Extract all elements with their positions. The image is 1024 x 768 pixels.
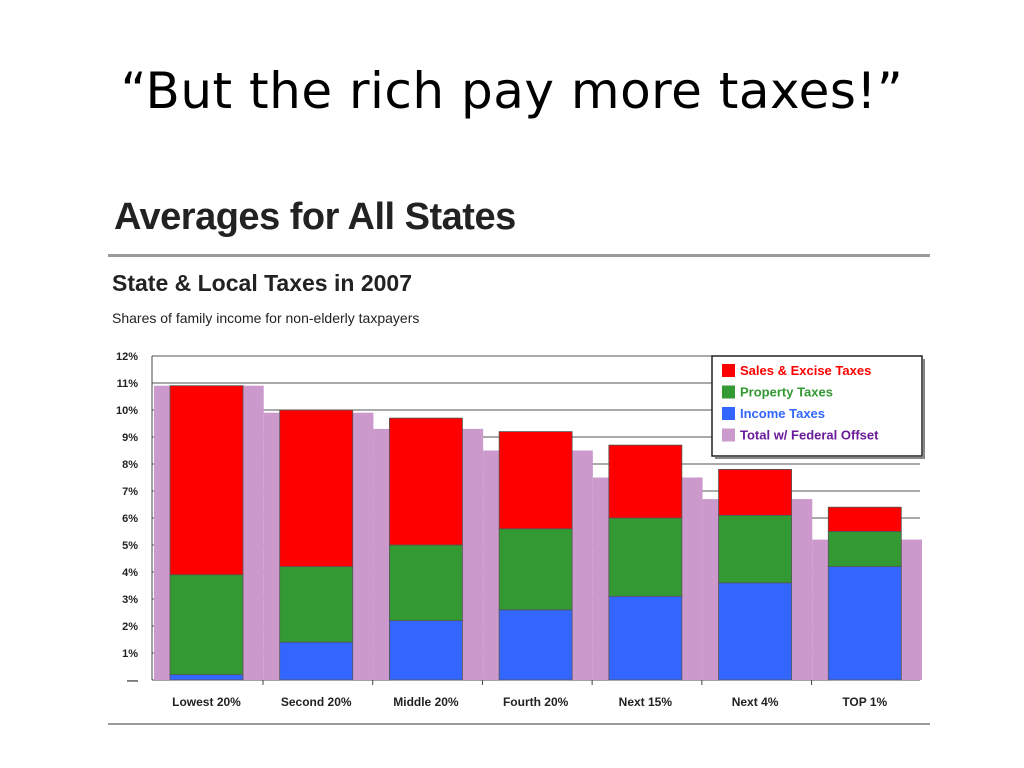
bar-segment xyxy=(169,385,244,576)
x-category-label: TOP 1% xyxy=(842,695,887,709)
chart-figure: Averages for All States State & Local Ta… xyxy=(108,190,930,730)
top-divider xyxy=(108,254,930,257)
y-tick-label: 4% xyxy=(122,567,138,579)
x-category-label: Lowest 20% xyxy=(172,695,241,709)
bar-segment xyxy=(389,544,463,621)
bar-segment xyxy=(718,582,792,681)
legend-label: Income Taxes xyxy=(740,406,825,421)
legend-label: Sales & Excise Taxes xyxy=(740,363,871,378)
bar-segment xyxy=(279,409,354,568)
y-tick-label: 3% xyxy=(122,594,138,606)
legend-label: Property Taxes xyxy=(740,385,833,400)
bar-segment xyxy=(279,566,354,643)
y-tick-label: 7% xyxy=(122,486,138,498)
y-tick-label: 12% xyxy=(116,351,138,363)
bar-segment xyxy=(389,417,463,546)
bar-segment xyxy=(608,444,683,519)
legend-swatch xyxy=(722,428,735,442)
y-tick-label: 11% xyxy=(117,378,139,390)
legend-swatch xyxy=(722,364,735,377)
bar-segment xyxy=(498,431,573,530)
bar-segment xyxy=(718,514,792,584)
x-category-label: Fourth 20% xyxy=(503,695,569,709)
x-category-label: Next 15% xyxy=(619,695,673,709)
y-tick-label: 5% xyxy=(122,540,138,552)
y-tick-label: — xyxy=(127,675,138,687)
y-tick-label: 9% xyxy=(122,432,138,444)
chart-title: State & Local Taxes in 2007 xyxy=(112,270,412,296)
bottom-divider xyxy=(108,723,930,725)
x-category-label: Middle 20% xyxy=(393,695,459,709)
bar-segment xyxy=(827,506,902,532)
bar-segment xyxy=(498,528,573,611)
bar-segment xyxy=(389,620,463,681)
bar-segment xyxy=(608,517,683,597)
bar-segment xyxy=(827,566,902,681)
bar-segment xyxy=(169,674,244,681)
y-tick-label: 6% xyxy=(122,513,138,525)
bar-segment xyxy=(827,531,902,567)
bar-segment xyxy=(608,595,683,681)
bar-segment xyxy=(169,574,244,676)
slide-title: “But the rich pay more taxes!” xyxy=(120,62,904,120)
chart-plot: — 1% 2% 3% 4% 5% 6% 7% 8% 9% 10% 11% 12% Lowest 20% Se… xyxy=(116,351,925,709)
bar-segment xyxy=(718,468,792,516)
y-tick-label: 2% xyxy=(122,621,138,633)
bar-segment xyxy=(279,641,354,681)
y-tick-label: 10% xyxy=(116,405,138,417)
y-tick-label: 8% xyxy=(122,459,138,471)
bar-segment xyxy=(498,609,573,681)
legend-box xyxy=(711,355,923,457)
legend-swatch xyxy=(722,385,735,399)
x-category-label: Second 20% xyxy=(281,695,352,709)
x-category-label: Next 4% xyxy=(732,695,779,709)
legend-swatch xyxy=(722,407,735,420)
figure-heading: Averages for All States xyxy=(114,196,516,238)
chart-subtitle: Shares of family income for non-elderly … xyxy=(112,310,420,326)
y-tick-label: 1% xyxy=(122,648,138,660)
legend-label: Total w/ Federal Offset xyxy=(740,428,879,443)
